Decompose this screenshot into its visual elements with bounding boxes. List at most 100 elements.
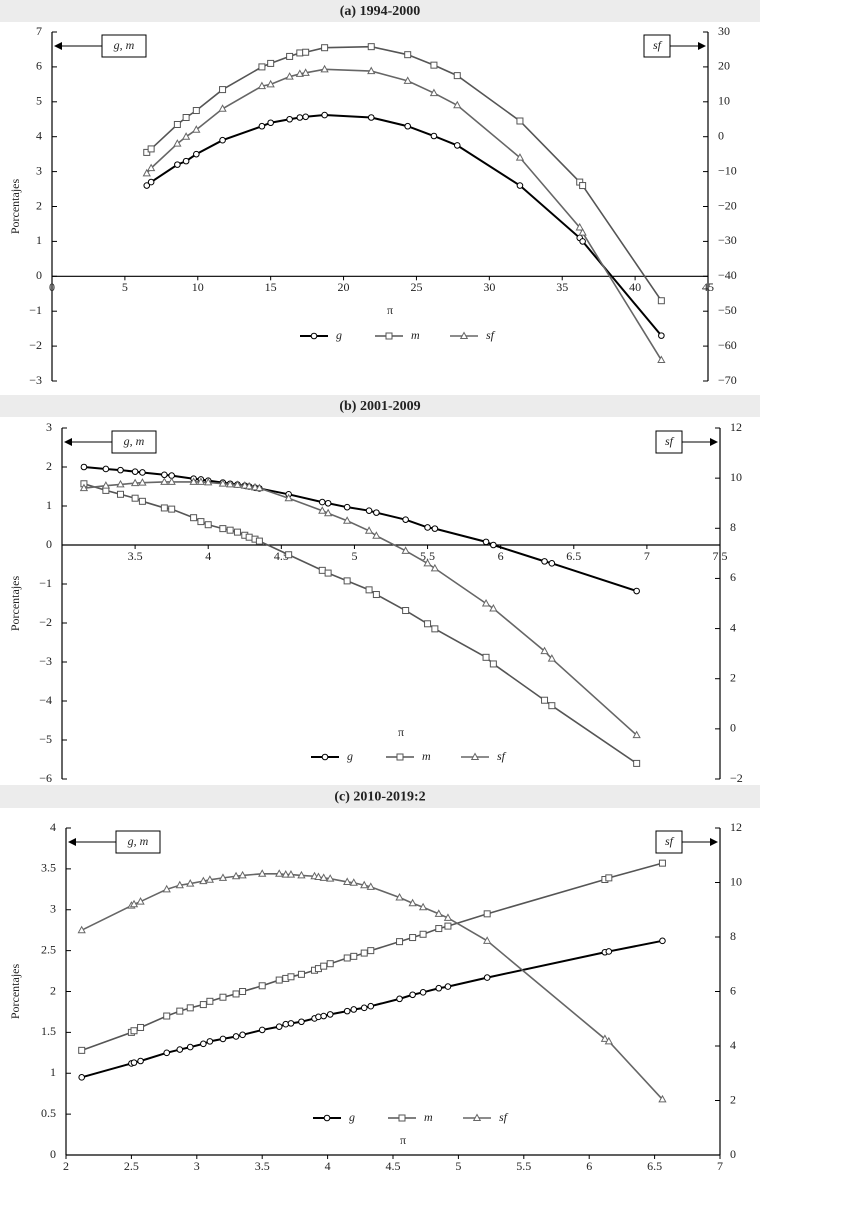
marker xyxy=(147,178,155,186)
marker xyxy=(275,869,284,877)
marker xyxy=(367,947,375,955)
marker xyxy=(176,1046,184,1053)
y-tick-label: 4 xyxy=(36,128,42,142)
series-line xyxy=(81,939,663,1079)
x-tick-label: 3 xyxy=(194,1159,200,1173)
marker xyxy=(297,970,305,978)
marker xyxy=(240,481,249,489)
panel-title: (a) 1994-2000 xyxy=(340,4,421,19)
marker xyxy=(367,114,375,121)
arrow-head xyxy=(698,42,706,50)
marker xyxy=(404,122,411,130)
marker xyxy=(199,876,208,885)
y-tick-label: −6 xyxy=(39,771,52,785)
marker xyxy=(130,478,140,487)
marker xyxy=(182,114,190,122)
marker xyxy=(373,509,380,516)
marker xyxy=(360,880,369,889)
marker xyxy=(605,874,613,882)
y2-tick-label: −50 xyxy=(718,303,737,317)
marker xyxy=(204,477,213,486)
right-axis-note: sf xyxy=(665,834,675,848)
marker xyxy=(318,566,326,574)
marker xyxy=(258,869,267,877)
series-line xyxy=(83,466,637,592)
note-box xyxy=(111,430,157,454)
marker xyxy=(282,1020,290,1028)
marker xyxy=(424,524,431,531)
marker xyxy=(167,477,176,485)
marker xyxy=(419,930,427,938)
legend-marker xyxy=(472,1113,482,1121)
y2-tick-label: 6 xyxy=(730,570,736,584)
marker xyxy=(632,730,641,739)
marker xyxy=(78,1074,85,1081)
note-box xyxy=(101,34,147,58)
right-axis-note: sf xyxy=(665,434,675,448)
marker xyxy=(301,68,310,76)
marker xyxy=(540,646,549,655)
marker xyxy=(231,871,241,880)
marker xyxy=(579,182,587,190)
marker xyxy=(435,925,443,933)
marker xyxy=(142,168,151,177)
title-band xyxy=(0,785,760,808)
series-line xyxy=(146,68,663,361)
series-line xyxy=(83,483,638,765)
panel-title: (b) 2001-2009 xyxy=(339,399,420,414)
y-axis-label: Porcentajes xyxy=(8,576,22,632)
x-axis-label: π xyxy=(400,1133,406,1147)
marker xyxy=(219,86,227,94)
panel-title: (c) 2010-2019:2 xyxy=(334,790,425,805)
y-tick-label: −2 xyxy=(29,338,42,352)
marker xyxy=(578,228,587,236)
y2-tick-label: 20 xyxy=(718,59,730,73)
arrow-head xyxy=(68,838,76,846)
x-tick-label: 6.5 xyxy=(566,549,581,563)
x-tick-label: 35 xyxy=(556,280,568,294)
marker xyxy=(190,514,198,522)
marker xyxy=(326,960,334,968)
marker xyxy=(326,874,335,882)
y-tick-label: 0 xyxy=(46,537,52,551)
marker xyxy=(419,989,427,996)
marker xyxy=(186,1043,194,1051)
marker xyxy=(232,1033,240,1040)
marker xyxy=(302,113,309,121)
marker xyxy=(138,497,146,505)
marker xyxy=(482,653,490,661)
marker xyxy=(233,480,242,488)
marker xyxy=(296,49,304,57)
marker xyxy=(102,465,110,473)
marker xyxy=(431,625,439,633)
marker xyxy=(137,1057,144,1065)
note-box xyxy=(655,430,683,454)
marker xyxy=(633,759,641,767)
marker xyxy=(659,937,666,945)
y2-tick-label: −60 xyxy=(718,338,737,352)
marker xyxy=(395,892,404,901)
marker xyxy=(343,503,351,511)
marker xyxy=(409,934,417,942)
y2-tick-label: −40 xyxy=(718,268,737,282)
title-band xyxy=(0,0,760,22)
y2-tick-label: −30 xyxy=(718,233,737,247)
marker xyxy=(302,48,310,56)
legend-marker xyxy=(396,753,404,761)
y2-tick-label: 4 xyxy=(730,1038,736,1052)
y2-tick-label: 0 xyxy=(730,1147,736,1161)
legend-marker xyxy=(459,331,469,339)
marker xyxy=(579,238,586,245)
x-tick-label: 7 xyxy=(717,1159,723,1173)
x-tick-label: 20 xyxy=(338,280,350,294)
marker xyxy=(453,142,461,149)
marker xyxy=(286,870,296,878)
y-tick-label: 5 xyxy=(36,94,42,108)
marker xyxy=(80,463,88,471)
marker xyxy=(367,1002,375,1010)
marker xyxy=(173,139,182,147)
y-tick-label: 1 xyxy=(46,498,52,512)
marker xyxy=(633,587,640,595)
marker xyxy=(483,974,491,981)
marker xyxy=(490,541,497,549)
